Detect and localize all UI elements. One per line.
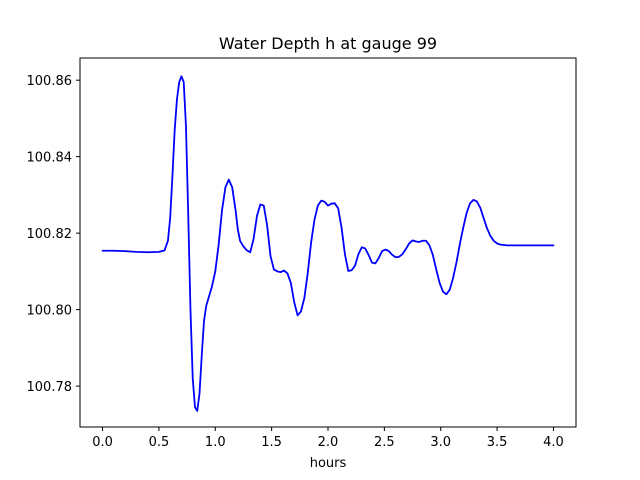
x-tick-label: 3.0 <box>430 435 451 450</box>
chart-title: Water Depth h at gauge 99 <box>219 34 437 53</box>
x-tick-label: 1.0 <box>205 435 226 450</box>
x-tick-label: 0.0 <box>92 435 113 450</box>
y-axis-ticks: 100.78 100.80 100.82 100.84 100.86 <box>27 74 80 395</box>
y-tick-label: 100.84 <box>27 151 73 166</box>
x-tick-label: 2.5 <box>374 435 395 450</box>
y-tick-label: 100.82 <box>27 227 73 242</box>
y-tick-label: 100.80 <box>27 304 73 319</box>
y-tick-label: 100.86 <box>27 74 73 89</box>
x-tick-label: 3.5 <box>487 435 508 450</box>
x-tick-label: 2.0 <box>318 435 339 450</box>
plot-area <box>101 75 555 412</box>
y-tick-label: 100.78 <box>27 380 73 395</box>
plot-frame <box>79 57 577 428</box>
x-tick-label: 0.5 <box>149 435 170 450</box>
x-tick-label: 1.5 <box>261 435 282 450</box>
series-line-water-depth <box>101 75 555 412</box>
x-axis-label: hours <box>310 456 347 471</box>
x-axis-ticks: 0.0 0.5 1.0 1.5 2.0 2.5 3.0 3.5 4.0 <box>92 427 564 450</box>
x-tick-label: 4.0 <box>543 435 564 450</box>
